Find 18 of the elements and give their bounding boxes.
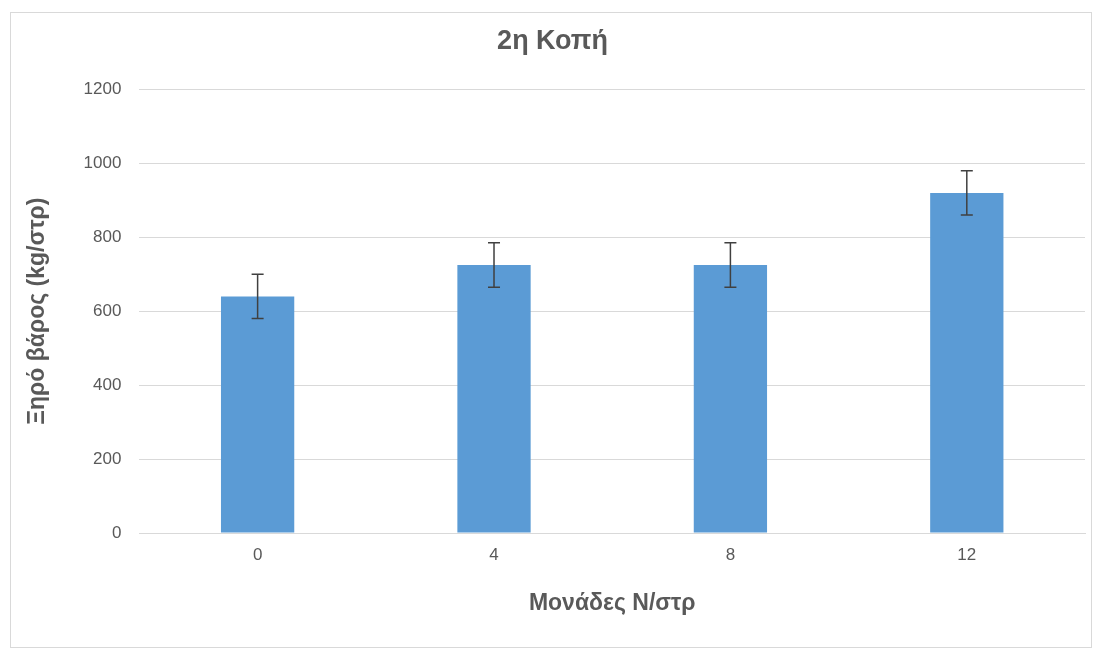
x-tick-label: 8	[725, 544, 736, 564]
x-tick-label: 0	[252, 544, 263, 564]
y-tick-label: 1000	[83, 153, 122, 173]
y-tick-label: 400	[93, 374, 122, 394]
y-tick-label: 600	[93, 300, 122, 320]
bar	[693, 264, 768, 533]
bar	[220, 296, 295, 533]
y-axis-title: Ξηρό βάρος (kg/στρ)	[23, 197, 50, 425]
y-tick-label: 200	[93, 448, 122, 468]
x-tick-label: 12	[957, 544, 977, 564]
chart-title: 2η Κοπή	[497, 24, 608, 55]
y-tick-label: 1200	[83, 79, 122, 99]
x-axis-title: Μονάδες N/στρ	[528, 588, 696, 615]
bar	[457, 264, 531, 533]
bar	[930, 192, 1004, 533]
y-tick-label: 800	[93, 226, 122, 246]
x-tick-label: 4	[489, 544, 499, 564]
y-tick-label: 0	[111, 522, 122, 542]
